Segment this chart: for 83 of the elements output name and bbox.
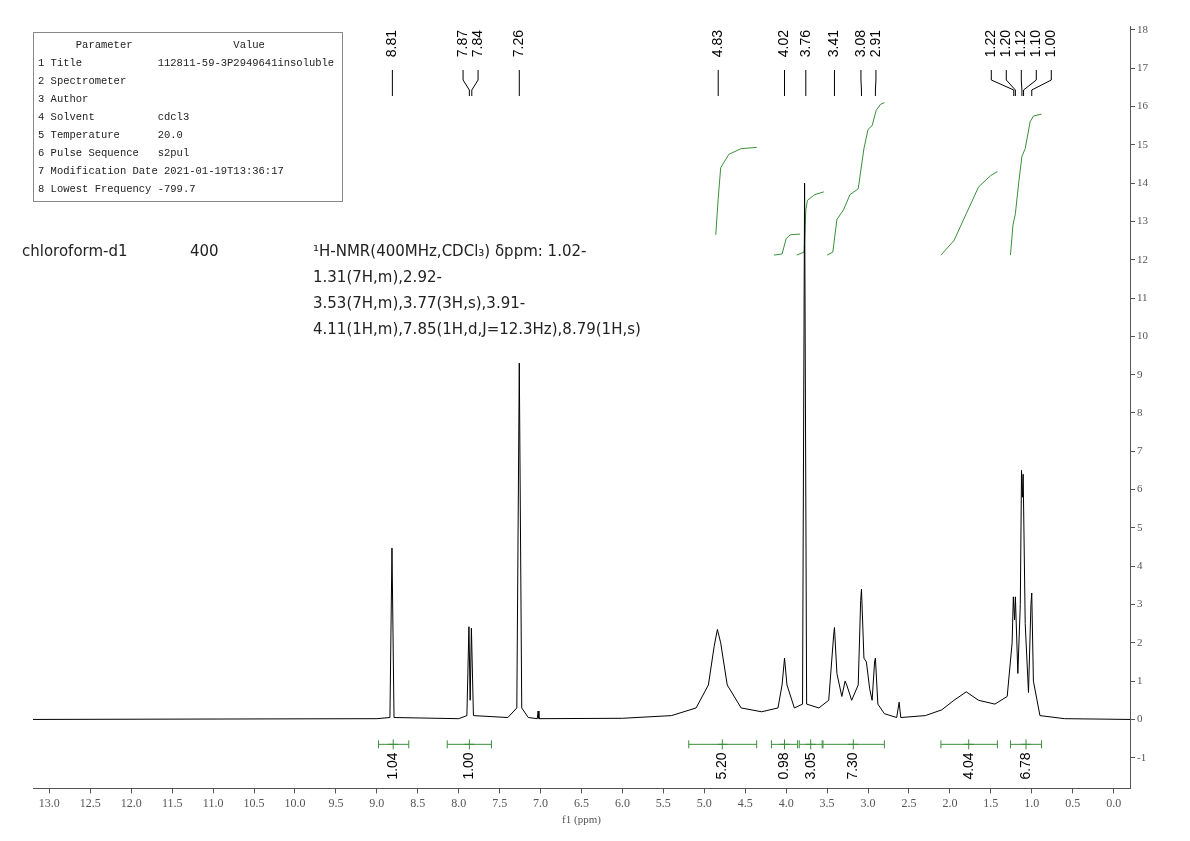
annotation: 5 Temperature 20.0 xyxy=(38,128,184,143)
annotation: 7.87 xyxy=(453,29,470,58)
x-tick-label: 1.0 xyxy=(1024,795,1040,810)
x-tick-label: 6.0 xyxy=(614,795,630,810)
y-tick-label: 5 xyxy=(1137,520,1143,533)
x-tick-label: 10.0 xyxy=(284,795,306,810)
y-tick-label: 16 xyxy=(1137,99,1149,112)
annotation: 7.84 xyxy=(468,29,485,58)
y-tick-label: 6 xyxy=(1137,482,1143,495)
y-tick-label: 11 xyxy=(1137,290,1148,303)
x-tick-label: 5.0 xyxy=(696,795,712,810)
x-tick-label: 2.0 xyxy=(942,795,958,810)
annotation: 1 Title 112811-59-3P2949641insoluble xyxy=(38,56,336,71)
x-tick-label: 7.5 xyxy=(492,795,508,810)
x-tick-label: 13.0 xyxy=(38,795,60,810)
x-tick-label: 12.5 xyxy=(79,795,101,810)
y-tick-label: 9 xyxy=(1137,367,1143,380)
x-tick-label: 4.5 xyxy=(737,795,753,810)
annotation: 6.78 xyxy=(1016,752,1033,780)
x-axis-title: f1 (ppm) xyxy=(562,813,602,827)
annotation: 3.76 xyxy=(796,29,813,58)
annotation: 4.02 xyxy=(775,29,792,58)
annotation: chloroform-d1 xyxy=(22,241,128,262)
y-tick-label: 17 xyxy=(1137,61,1149,74)
x-tick-label: 12.0 xyxy=(120,795,142,810)
x-tick-label: 3.5 xyxy=(819,795,835,810)
y-tick-label: 18 xyxy=(1137,22,1149,35)
annotation: 3.41 xyxy=(825,29,842,58)
annotation: 1.20 xyxy=(997,29,1014,58)
annotation: 1.22 xyxy=(982,29,999,58)
x-tick-label: 5.5 xyxy=(655,795,671,810)
y-tick-label: -1 xyxy=(1137,750,1147,763)
x-tick-label: 1.5 xyxy=(983,795,999,810)
annotation: 7.30 xyxy=(844,752,861,780)
x-tick-label: 4.0 xyxy=(778,795,794,810)
y-tick-label: 15 xyxy=(1137,137,1149,150)
x-tick-label: 2.5 xyxy=(901,795,917,810)
y-tick-label: 4 xyxy=(1137,559,1143,572)
annotation: 0.98 xyxy=(775,752,792,780)
annotation: 1.12 xyxy=(1012,29,1029,58)
y-tick-label: 12 xyxy=(1137,252,1148,265)
annotation: 5.20 xyxy=(713,752,730,780)
annotation: 7.26 xyxy=(510,29,527,58)
x-tick-label: 8.5 xyxy=(410,795,426,810)
annotation: 4.83 xyxy=(709,29,726,58)
annotation: ¹H-NMR(400MHz,CDCl₃) δppm: 1.02-1.31(7H,m),2.92-3.53(7H,m),3.77(3H,s),3.91-4.11(1H,m),7.85(1H,d,J=12.3Hz),8.79(1H,s) xyxy=(313,241,642,340)
y-tick-label: 0 xyxy=(1137,712,1143,725)
annotation: 8.81 xyxy=(383,29,400,58)
annotation: 2 Spectrometer xyxy=(38,74,128,89)
annotation: 1.00 xyxy=(460,752,477,780)
annotation: 3.05 xyxy=(801,752,818,780)
x-tick-label: 3.0 xyxy=(860,795,876,810)
annotation: 6 Pulse Sequence s2pul xyxy=(38,146,191,161)
x-tick-label: 0.0 xyxy=(1106,795,1122,810)
x-tick-label: 11.5 xyxy=(161,795,183,810)
annotation: 4.04 xyxy=(959,752,976,780)
annotation: 8 Lowest Frequency -799.7 xyxy=(38,182,197,197)
annotation: 2.91 xyxy=(866,29,883,58)
annotation: Parameter Value xyxy=(74,38,266,53)
annotation: 400 xyxy=(190,241,219,262)
annotation: 3.08 xyxy=(851,29,868,58)
y-tick-label: 10 xyxy=(1137,329,1149,342)
x-tick-label: 6.5 xyxy=(574,795,589,810)
annotation: 1.00 xyxy=(1042,29,1059,58)
x-tick-label: 11.0 xyxy=(202,795,224,810)
x-tick-label: 8.0 xyxy=(451,795,467,810)
y-tick-label: 3 xyxy=(1137,597,1143,610)
y-tick-label: 1 xyxy=(1137,674,1143,687)
y-tick-label: 13 xyxy=(1137,214,1149,227)
annotation: 7 Modification Date 2021-01-19T13:36:17 xyxy=(38,164,285,179)
annotation: 4 Solvent cdcl3 xyxy=(38,110,191,125)
x-tick-label: 9.0 xyxy=(369,795,385,810)
y-tick-label: 14 xyxy=(1137,175,1149,188)
y-tick-label: 8 xyxy=(1137,405,1143,418)
y-tick-label: 7 xyxy=(1137,444,1143,457)
annotation: 1.04 xyxy=(384,752,401,780)
x-tick-label: 9.5 xyxy=(328,795,344,810)
x-tick-label: 0.5 xyxy=(1065,795,1081,810)
x-tick-label: 10.5 xyxy=(243,795,265,810)
x-tick-label: 7.0 xyxy=(533,795,549,810)
annotation: 3 Author xyxy=(38,92,90,107)
annotation: 1.10 xyxy=(1027,29,1044,58)
y-tick-label: 2 xyxy=(1137,635,1143,648)
